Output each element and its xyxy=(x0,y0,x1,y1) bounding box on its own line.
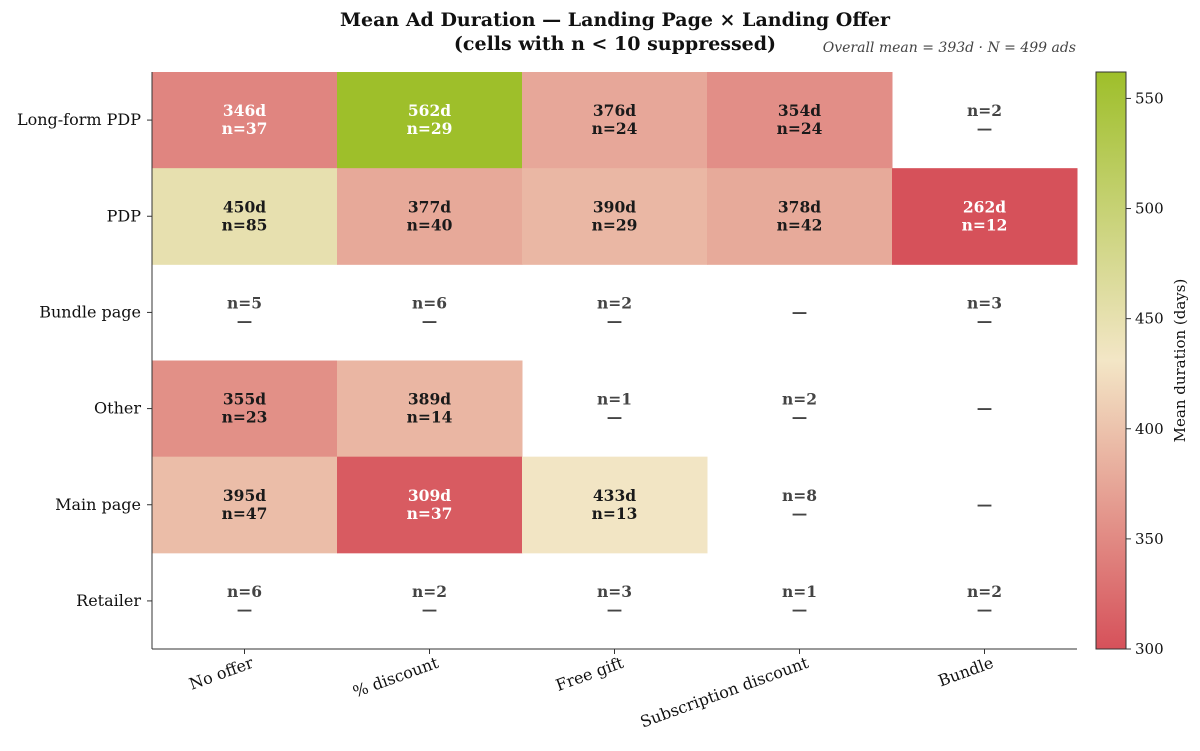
chart-title-line2: (cells with n < 10 suppressed) xyxy=(454,33,776,55)
cell-count-label: n=6 xyxy=(227,582,262,601)
cell-count-label: n=24 xyxy=(592,119,638,138)
suppressed-mark: — xyxy=(792,302,808,321)
y-tick-label: Bundle page xyxy=(39,302,141,321)
cell-count-label: n=40 xyxy=(407,215,453,234)
y-tick-label: PDP xyxy=(107,206,142,225)
cell-value-label: 355d xyxy=(223,390,266,409)
cell-count-label: n=29 xyxy=(407,119,453,138)
suppressed-mark: — xyxy=(607,311,623,330)
cell-count-label: n=2 xyxy=(782,390,817,409)
heatmap-cell xyxy=(892,168,1078,265)
suppressed-mark: — xyxy=(607,408,623,427)
colorbar-tick-label: 500 xyxy=(1135,200,1164,218)
heatmap-cell xyxy=(337,360,523,458)
heatmap-cell xyxy=(337,168,523,265)
heatmap-cell xyxy=(522,72,708,169)
cell-value-label: 389d xyxy=(408,390,451,409)
cell-count-label: n=3 xyxy=(967,293,1002,312)
colorbar-tick-label: 350 xyxy=(1135,530,1164,548)
x-tick-label: No offer xyxy=(187,653,257,694)
colorbar-tick-label: 300 xyxy=(1135,640,1164,658)
cell-count-label: n=5 xyxy=(227,293,262,312)
y-tick-label: Main page xyxy=(55,495,141,514)
x-tick-label: Subscription discount xyxy=(638,653,812,732)
cell-count-label: n=47 xyxy=(222,504,268,523)
suppressed-mark: — xyxy=(977,399,993,418)
x-tick-label: Free gift xyxy=(553,653,626,695)
x-tick-label: Bundle xyxy=(936,653,996,690)
heatmap-cell xyxy=(707,72,893,169)
cell-count-label: n=24 xyxy=(777,119,823,138)
cell-count-label: n=14 xyxy=(407,408,453,427)
cell-count-label: n=13 xyxy=(592,504,638,523)
cell-count-label: n=85 xyxy=(222,215,268,234)
heatmap-cell xyxy=(152,168,338,265)
cell-count-label: n=12 xyxy=(962,215,1008,234)
cell-value-label: 309d xyxy=(408,486,451,505)
cell-value-label: 433d xyxy=(593,486,636,505)
cell-count-label: n=2 xyxy=(597,293,632,312)
cell-value-label: 450d xyxy=(223,197,266,216)
heatmap-cells: 346dn=37562dn=29376dn=24354dn=24n=2—450d… xyxy=(152,72,1078,619)
cell-count-label: n=23 xyxy=(222,408,268,427)
cell-value-label: 346d xyxy=(223,101,266,120)
cell-value-label: 377d xyxy=(408,197,451,216)
colorbar: 300 350 400 450 500 550 Mean duration (days) xyxy=(1095,71,1189,658)
cell-count-label: n=37 xyxy=(407,504,453,523)
cell-count-label: n=6 xyxy=(412,293,447,312)
cell-value-label: 376d xyxy=(593,101,636,120)
cell-count-label: n=1 xyxy=(782,582,817,601)
cell-count-label: n=29 xyxy=(592,215,638,234)
heatmap-cell xyxy=(152,72,338,169)
suppressed-mark: — xyxy=(792,600,808,619)
chart-annotation: Overall mean = 393d · N = 499 ads xyxy=(823,40,1076,56)
cell-count-label: n=2 xyxy=(412,582,447,601)
cell-value-label: 262d xyxy=(963,197,1006,216)
cell-value-label: 562d xyxy=(408,101,451,120)
cell-count-label: n=1 xyxy=(597,390,632,409)
heatmap-cell xyxy=(707,168,893,265)
colorbar-tick-label: 400 xyxy=(1135,420,1164,438)
suppressed-mark: — xyxy=(422,311,438,330)
cell-value-label: 395d xyxy=(223,486,266,505)
suppressed-mark: — xyxy=(977,600,993,619)
cell-value-label: 390d xyxy=(593,197,636,216)
cell-value-label: 354d xyxy=(778,101,821,120)
y-tick-label: Retailer xyxy=(76,591,141,610)
colorbar-tick-label: 550 xyxy=(1135,89,1164,107)
y-tick-label: Other xyxy=(94,399,141,418)
y-tick-label: Long-form PDP xyxy=(17,110,141,129)
cell-count-label: n=2 xyxy=(967,101,1002,120)
x-tick-label: % discount xyxy=(350,653,441,702)
chart-title-line1: Mean Ad Duration — Landing Page × Landin… xyxy=(340,9,891,31)
suppressed-mark: — xyxy=(792,408,808,427)
heatmap-cell xyxy=(522,456,708,554)
heatmap-cell xyxy=(522,168,708,265)
suppressed-mark: — xyxy=(237,600,253,619)
heatmap-cell xyxy=(337,72,523,169)
suppressed-mark: — xyxy=(237,311,253,330)
colorbar-gradient xyxy=(1095,71,1127,650)
suppressed-mark: — xyxy=(977,311,993,330)
cell-count-label: n=3 xyxy=(597,582,632,601)
suppressed-mark: — xyxy=(977,495,993,514)
colorbar-label: Mean duration (days) xyxy=(1171,279,1189,443)
suppressed-mark: — xyxy=(607,600,623,619)
cell-value-label: 378d xyxy=(778,197,821,216)
cell-count-label: n=2 xyxy=(967,582,1002,601)
cell-count-label: n=42 xyxy=(777,215,823,234)
heatmap-cell xyxy=(152,456,338,554)
suppressed-mark: — xyxy=(422,600,438,619)
suppressed-mark: — xyxy=(977,119,993,138)
cell-count-label: n=8 xyxy=(782,486,817,505)
cell-count-label: n=37 xyxy=(222,119,268,138)
colorbar-tick-label: 450 xyxy=(1135,310,1164,328)
heatmap-cell xyxy=(152,360,338,458)
suppressed-mark: — xyxy=(792,504,808,523)
heatmap-cell xyxy=(337,456,523,554)
